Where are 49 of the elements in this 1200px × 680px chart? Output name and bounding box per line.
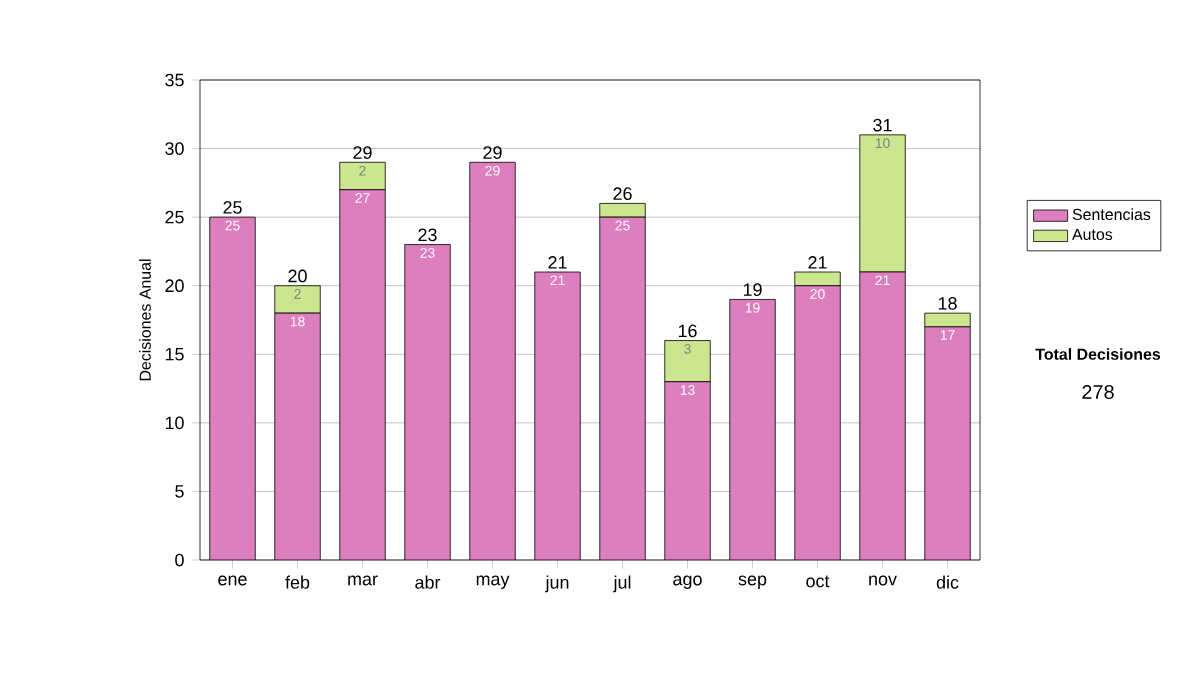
y-tick-label: 25 [165, 210, 184, 224]
y-tick-label: 0 [175, 553, 184, 567]
total-label: 21 [808, 256, 827, 269]
x-tick-label: ene [218, 575, 247, 586]
x-tick-label: feb [285, 575, 310, 589]
bar [664, 381, 711, 560]
bar [274, 285, 321, 314]
bar [274, 313, 321, 560]
total-label: 19 [743, 283, 762, 297]
bar [339, 189, 386, 560]
y-tick-label: 30 [165, 142, 184, 155]
x-tick-label: abr [415, 575, 441, 589]
x-tick-label: oct [806, 575, 830, 588]
bar [794, 271, 841, 287]
y-tick-label: 35 [165, 73, 184, 87]
y-tick-label: 5 [175, 485, 184, 498]
bar [599, 217, 646, 560]
bar [534, 272, 581, 560]
total-label: 31 [873, 118, 892, 132]
total-label: 20 [288, 269, 307, 283]
bar [469, 162, 516, 560]
text: 278 [1082, 384, 1114, 400]
x-tick-label: nov [869, 575, 897, 586]
y-tick-label: 10 [165, 416, 184, 430]
total-label: 23 [418, 228, 437, 242]
x-tick-label: mar [348, 575, 378, 586]
bar [794, 285, 841, 560]
x-tick-label: dic [936, 575, 959, 589]
x-tick-label: ago [673, 575, 702, 589]
total-label: 18 [938, 297, 957, 310]
total-label: 26 [613, 187, 632, 201]
y-tick-label: 15 [165, 348, 184, 361]
total-label: 29 [353, 146, 372, 159]
bar [664, 340, 711, 383]
bar [404, 244, 451, 560]
bar [859, 272, 906, 560]
bar [599, 203, 646, 218]
total-label: 29 [483, 146, 502, 159]
y-tick-label: 20 [165, 279, 184, 293]
x-tick-label: may [476, 575, 510, 589]
bar [924, 326, 971, 560]
x-tick-label: jul [613, 575, 631, 593]
x-tick-label: jun [545, 575, 569, 593]
bar [209, 217, 256, 560]
bar [729, 299, 776, 560]
x-tick-label: sep [738, 575, 767, 589]
total-label: 21 [548, 256, 567, 269]
total-label: 16 [678, 324, 697, 338]
total-label: 25 [223, 201, 242, 214]
